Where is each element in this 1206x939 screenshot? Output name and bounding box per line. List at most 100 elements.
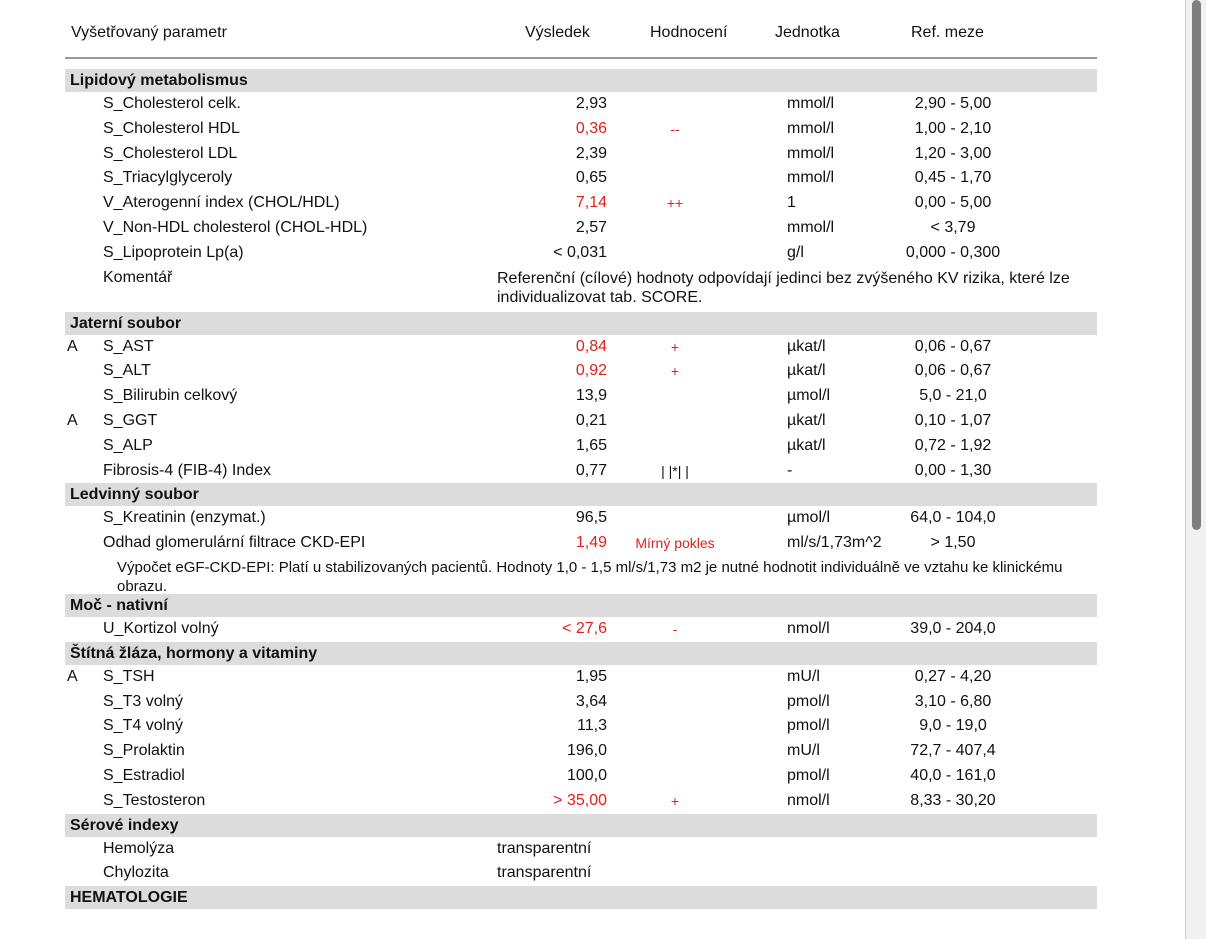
table-header: Vyšetřovaný parametr Výsledek Hodnocení … bbox=[0, 24, 1100, 46]
reference-range: 8,33 - 30,20 bbox=[910, 791, 996, 809]
accreditation-flag: A bbox=[67, 667, 78, 685]
result-value: 13,9 bbox=[575, 387, 607, 405]
table-row: A S_AST 0,84 + µkat/l 0,06 - 0,67 bbox=[65, 335, 1097, 360]
param-name: Hemolýza bbox=[103, 839, 175, 857]
result-value: 196,0 bbox=[566, 742, 607, 760]
unit: µkat/l bbox=[787, 436, 826, 454]
result-value: 2,57 bbox=[575, 218, 607, 236]
table-row: S_Lipoprotein Lp(a) < 0,031 g/l 0,000 - 0,3… bbox=[65, 241, 1097, 266]
evaluation: ++ bbox=[666, 195, 684, 212]
param-name: S_Triacylglyceroly bbox=[103, 169, 233, 187]
reference-range: 9,0 - 19,0 bbox=[919, 717, 987, 735]
reference-range: 0,45 - 1,70 bbox=[914, 169, 992, 187]
table-row: S_Triacylglyceroly 0,65 mmol/l 0,45 - 1,70 bbox=[65, 166, 1097, 191]
table-row: V_Aterogenní index (CHOL/HDL) 7,14 ++ 1 0,00… bbox=[65, 191, 1097, 216]
result-value: 11,3 bbox=[577, 717, 607, 735]
result-value: < 0,031 bbox=[553, 243, 607, 261]
table-row: S_Cholesterol LDL 2,39 mmol/l 1,20 - 3,00 bbox=[65, 142, 1097, 167]
result-value: 0,77 bbox=[575, 461, 607, 479]
reference-range: 0,06 - 0,67 bbox=[914, 337, 992, 355]
result-value: 0,92 bbox=[575, 362, 607, 380]
unit: µmol/l bbox=[787, 509, 830, 527]
table-row: S_Cholesterol HDL 0,36 -- mmol/l 1,00 - 2,10 bbox=[65, 117, 1097, 142]
reference-range: 0,27 - 4,20 bbox=[914, 667, 992, 685]
header-divider bbox=[65, 57, 1097, 59]
param-name: Chylozita bbox=[103, 864, 169, 882]
table-row: S_Estradiol 100,0 pmol/l 40,0 - 161,0 bbox=[65, 764, 1097, 789]
result-value: transparentní bbox=[497, 839, 592, 857]
unit: nmol/l bbox=[787, 791, 830, 809]
result-value: 1,49 bbox=[575, 534, 607, 552]
param-name: V_Non-HDL cholesterol (CHOL-HDL) bbox=[103, 218, 368, 236]
section-header: Lipidový metabolismus bbox=[65, 69, 1097, 92]
table-row: S_T4 volný 11,3 pmol/l 9,0 - 19,0 bbox=[65, 714, 1097, 739]
result-value: 2,39 bbox=[575, 144, 607, 162]
section-header: HEMATOLOGIE bbox=[65, 886, 1097, 910]
results-table: Lipidový metabolismus S_Cholesterol celk.… bbox=[65, 69, 1097, 910]
table-row: Odhad glomerulární filtrace CKD-EPI 1,49 M… bbox=[65, 531, 1097, 556]
unit: ml/s/1,73m^2 bbox=[787, 534, 882, 552]
unit: µkat/l bbox=[787, 411, 826, 429]
unit: mmol/l bbox=[787, 218, 835, 236]
unit: - bbox=[787, 461, 793, 479]
reference-range: 40,0 - 161,0 bbox=[910, 766, 996, 784]
reference-range: 0,72 - 1,92 bbox=[914, 436, 992, 454]
evaluation: - bbox=[672, 620, 678, 637]
table-row: S_T3 volný 3,64 pmol/l 3,10 - 6,80 bbox=[65, 690, 1097, 715]
evaluation: -- bbox=[670, 120, 680, 137]
reference-range: 3,10 - 6,80 bbox=[914, 692, 992, 710]
reference-range: 1,20 - 3,00 bbox=[914, 144, 992, 162]
table-row: A S_TSH 1,95 mU/l 0,27 - 4,20 bbox=[65, 665, 1097, 690]
param-name: S_Prolaktin bbox=[103, 742, 185, 760]
result-value: < 27,6 bbox=[562, 619, 607, 637]
evaluation: | |*| | bbox=[661, 462, 689, 479]
param-name: S_Bilirubin celkový bbox=[103, 387, 238, 405]
result-value: 2,93 bbox=[575, 95, 607, 112]
result-value: 0,36 bbox=[575, 119, 607, 137]
unit: g/l bbox=[787, 243, 804, 261]
comment-text: Referenční (cílové) hodnoty odpovídají j… bbox=[497, 269, 1070, 306]
unit: pmol/l bbox=[787, 717, 830, 735]
header-ref: Ref. meze bbox=[911, 24, 984, 41]
param-name: V_Aterogenní index (CHOL/HDL) bbox=[103, 194, 340, 212]
unit: mmol/l bbox=[787, 95, 835, 112]
reference-range: 64,0 - 104,0 bbox=[910, 509, 996, 527]
section-header: Štítná žláza, hormony a vitaminy bbox=[65, 641, 1097, 665]
table-row: Chylozita transparentní bbox=[65, 861, 1097, 886]
reference-range: 1,00 - 2,10 bbox=[914, 119, 992, 137]
param-name: U_Kortizol volný bbox=[103, 619, 219, 637]
section-header: Moč - nativní bbox=[65, 593, 1097, 617]
section-header: Ledvinný soubor bbox=[65, 483, 1097, 507]
reference-range: < 3,79 bbox=[930, 218, 976, 236]
unit: 1 bbox=[787, 194, 796, 212]
reference-range: 5,0 - 21,0 bbox=[919, 387, 987, 405]
reference-range: > 1,50 bbox=[930, 534, 976, 552]
scrollbar-thumb[interactable] bbox=[1192, 0, 1201, 530]
table-row: Fibrosis-4 (FIB-4) Index 0,77 | |*| | - 0,00… bbox=[65, 459, 1097, 484]
unit: µmol/l bbox=[787, 387, 830, 405]
unit: mmol/l bbox=[787, 169, 835, 187]
header-result: Výsledek bbox=[525, 24, 590, 41]
param-name: S_Cholesterol celk. bbox=[103, 95, 241, 112]
unit: mU/l bbox=[787, 742, 820, 760]
param-name: Fibrosis-4 (FIB-4) Index bbox=[103, 461, 272, 479]
param-name: S_AST bbox=[103, 337, 154, 355]
param-name: S_T3 volný bbox=[103, 692, 184, 710]
evaluation: Mírný pokles bbox=[635, 535, 715, 552]
table-row: S_ALT 0,92 + µkat/l 0,06 - 0,67 bbox=[65, 359, 1097, 384]
reference-range: 72,7 - 407,4 bbox=[910, 742, 996, 760]
unit: nmol/l bbox=[787, 619, 830, 637]
param-name: S_Kreatinin (enzymat.) bbox=[103, 509, 266, 527]
result-value: 0,21 bbox=[575, 411, 607, 429]
scrollbar[interactable] bbox=[1185, 0, 1206, 939]
reference-range: 0,00 - 5,00 bbox=[914, 194, 992, 212]
param-name: S_ALT bbox=[103, 362, 151, 380]
result-value: 96,5 bbox=[575, 509, 607, 527]
param-name: S_T4 volný bbox=[103, 717, 184, 735]
table-row: S_Bilirubin celkový 13,9 µmol/l 5,0 - 21,0 bbox=[65, 384, 1097, 409]
section-note: Výpočet eGF-CKD-EPI: Platí u stabilizova… bbox=[117, 558, 1063, 595]
table-row: S_Kreatinin (enzymat.) 96,5 µmol/l 64,0 - 1… bbox=[65, 506, 1097, 531]
reference-range: 0,00 - 1,30 bbox=[914, 461, 992, 479]
result-value: 0,65 bbox=[575, 169, 607, 187]
unit: pmol/l bbox=[787, 766, 830, 784]
